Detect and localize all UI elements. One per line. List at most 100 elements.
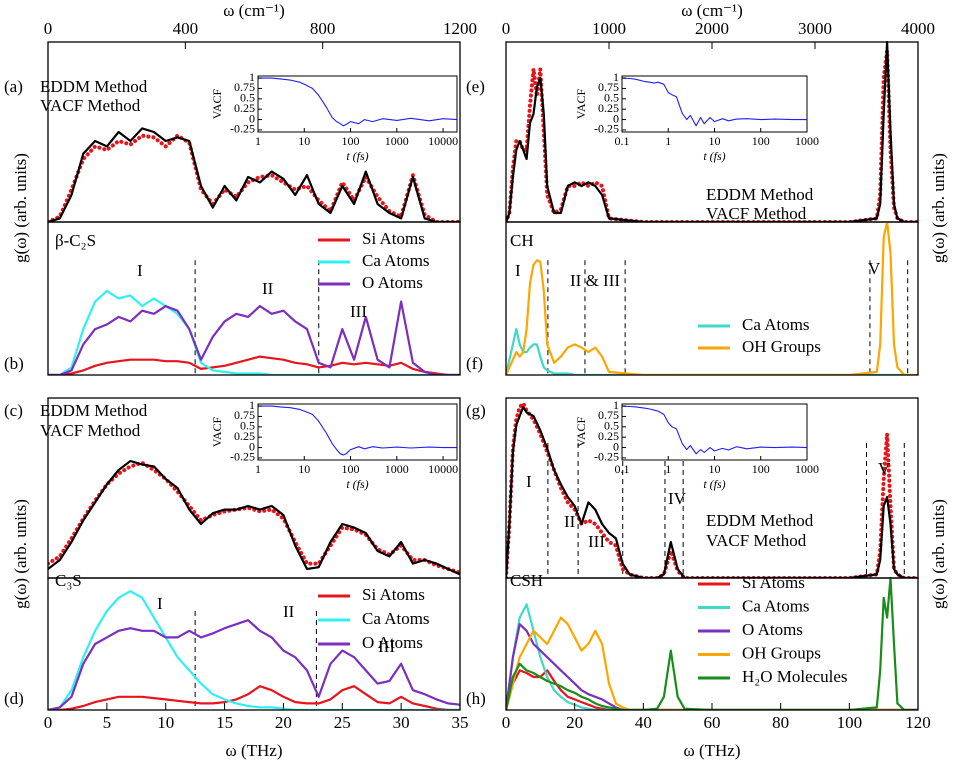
inset-y-tick-label: 0.75 [234, 408, 255, 422]
material-label: CSH [510, 571, 543, 590]
legend-label: Ca Atoms [362, 609, 430, 628]
legend-label: H₂O Molecules [742, 667, 848, 686]
inset-y-tick-label: 0.75 [234, 80, 255, 94]
series-line [48, 355, 460, 375]
series-line [506, 328, 918, 375]
x-tick-label: 15 [216, 713, 233, 732]
region-label: II [262, 279, 274, 298]
region-label: II [564, 512, 576, 531]
inset-x-tick-label: 100 [342, 134, 360, 148]
inset-frame [621, 75, 808, 133]
panel-label: (g) [466, 401, 486, 420]
x-tick-label: 10 [157, 713, 174, 732]
inset-y-tick-label: 0 [249, 111, 255, 125]
panel-label: (a) [4, 77, 23, 96]
region-label: V [878, 459, 891, 478]
region-label: V [868, 259, 881, 278]
x-tick-label: 20 [566, 713, 583, 732]
inset-y-label: VACF [574, 88, 588, 119]
region-label: I [137, 261, 143, 280]
inset-x-tick-label: 1000 [385, 134, 409, 148]
inset-x-tick-label: 10 [298, 462, 310, 476]
series-line [48, 127, 460, 222]
legend-label: O Atoms [362, 633, 423, 652]
top-tick-label: 800 [310, 19, 336, 38]
inset-y-tick-label: 0.5 [240, 419, 255, 433]
inset-frame [257, 75, 458, 133]
y-axis-label: g(ω) (arb. units) [929, 499, 948, 609]
top-tick-label: 2000 [695, 19, 729, 38]
series-line [506, 41, 918, 222]
inset-x-tick-label: 10000 [428, 462, 458, 476]
legend-label: O Atoms [362, 273, 423, 292]
panel-label: (h) [466, 689, 486, 708]
inset-x-label: t (fs) [346, 149, 368, 163]
x-tick-label: 60 [704, 713, 721, 732]
legend-label: OH Groups [742, 643, 821, 662]
series-line [48, 590, 460, 710]
inset-x-label: t (fs) [703, 477, 725, 491]
legend-label: Ca Atoms [742, 596, 810, 615]
inset-frame [257, 403, 458, 461]
inset-x-tick-label: 10 [709, 134, 721, 148]
legend-label: Ca Atoms [362, 251, 430, 270]
inset-line [621, 77, 807, 127]
inset-y-tick-label: 1 [613, 70, 619, 84]
top-axis-label: ω (cm⁻¹) [223, 1, 285, 20]
inset-y-tick-label: 0.5 [240, 91, 255, 105]
region-label: III [378, 637, 395, 656]
inset-y-tick-label: -0.25 [594, 450, 619, 464]
series-line [48, 619, 460, 710]
region-label: II & III [570, 271, 620, 290]
inset-y-label: VACF [210, 416, 224, 447]
plot-area [506, 401, 918, 578]
inset-y-tick-label: 0.5 [604, 91, 619, 105]
inset-y-tick-label: 1 [613, 398, 619, 412]
x-tick-label: 120 [905, 713, 931, 732]
legend-label: Si Atoms [362, 229, 425, 248]
x-tick-label: 100 [837, 713, 863, 732]
plot-area [506, 221, 918, 375]
inset-y-tick-label: 0.25 [598, 429, 619, 443]
inset-frame [621, 403, 808, 461]
inset-y-tick-label: 0.75 [598, 80, 619, 94]
inset-x-tick-label: 1000 [385, 462, 409, 476]
inset-x-tick-label: 100 [342, 462, 360, 476]
legend-label: EDDM Method [40, 401, 148, 420]
inset-line [258, 405, 457, 456]
inset-y-tick-label: 0.25 [234, 429, 255, 443]
inset-x-tick-label: 1 [255, 134, 261, 148]
series-line [48, 300, 460, 375]
region-label: I [526, 472, 532, 491]
series-line [48, 289, 460, 375]
region-label: I [157, 594, 163, 613]
top-tick-label: 4000 [901, 19, 935, 38]
inset-x-tick-label: 1000 [795, 134, 819, 148]
x-tick-label: 35 [452, 713, 469, 732]
inset-y-tick-label: 1 [249, 70, 255, 84]
x-tick-label: 0 [44, 713, 53, 732]
panel-label: (d) [4, 689, 24, 708]
legend-label: VACF Method [706, 204, 807, 223]
inset-x-tick-label: 0.1 [615, 134, 630, 148]
x-tick-label: 25 [334, 713, 351, 732]
panel-frame [47, 577, 461, 711]
plot-area [48, 260, 460, 375]
legend-label: Ca Atoms [742, 315, 810, 334]
inset-y-tick-label: -0.25 [230, 122, 255, 136]
top-tick-label: 3000 [798, 19, 832, 38]
series-line [506, 623, 918, 710]
series-line [506, 669, 918, 710]
legend-label: EDDM Method [706, 185, 814, 204]
inset-y-tick-label: 0.75 [598, 408, 619, 422]
inset-x-tick-label: 1 [665, 134, 671, 148]
panel-frame [505, 221, 919, 376]
top-tick-label: 1000 [592, 19, 626, 38]
legend-label: VACF Method [40, 96, 141, 115]
inset-y-label: VACF [210, 88, 224, 119]
legend-label: EDDM Method [40, 77, 148, 96]
inset-y-tick-label: 0 [613, 111, 619, 125]
plot-area [506, 577, 918, 710]
inset-y-label: VACF [574, 416, 588, 447]
